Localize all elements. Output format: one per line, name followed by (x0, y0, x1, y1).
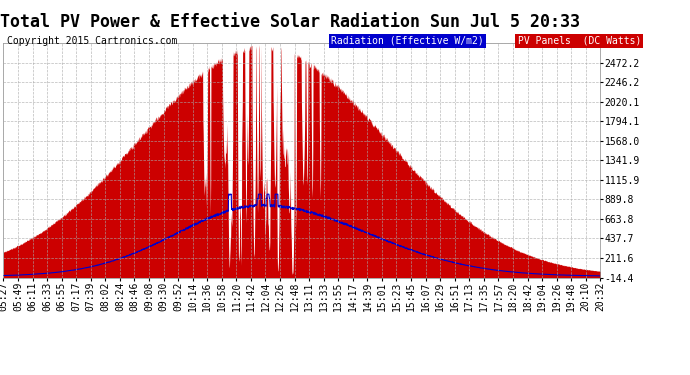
Text: Radiation (Effective W/m2): Radiation (Effective W/m2) (331, 36, 484, 46)
Text: Total PV Power & Effective Solar Radiation Sun Jul 5 20:33: Total PV Power & Effective Solar Radiati… (0, 13, 580, 31)
Text: Copyright 2015 Cartronics.com: Copyright 2015 Cartronics.com (7, 36, 177, 46)
Text: PV Panels  (DC Watts): PV Panels (DC Watts) (518, 36, 641, 46)
